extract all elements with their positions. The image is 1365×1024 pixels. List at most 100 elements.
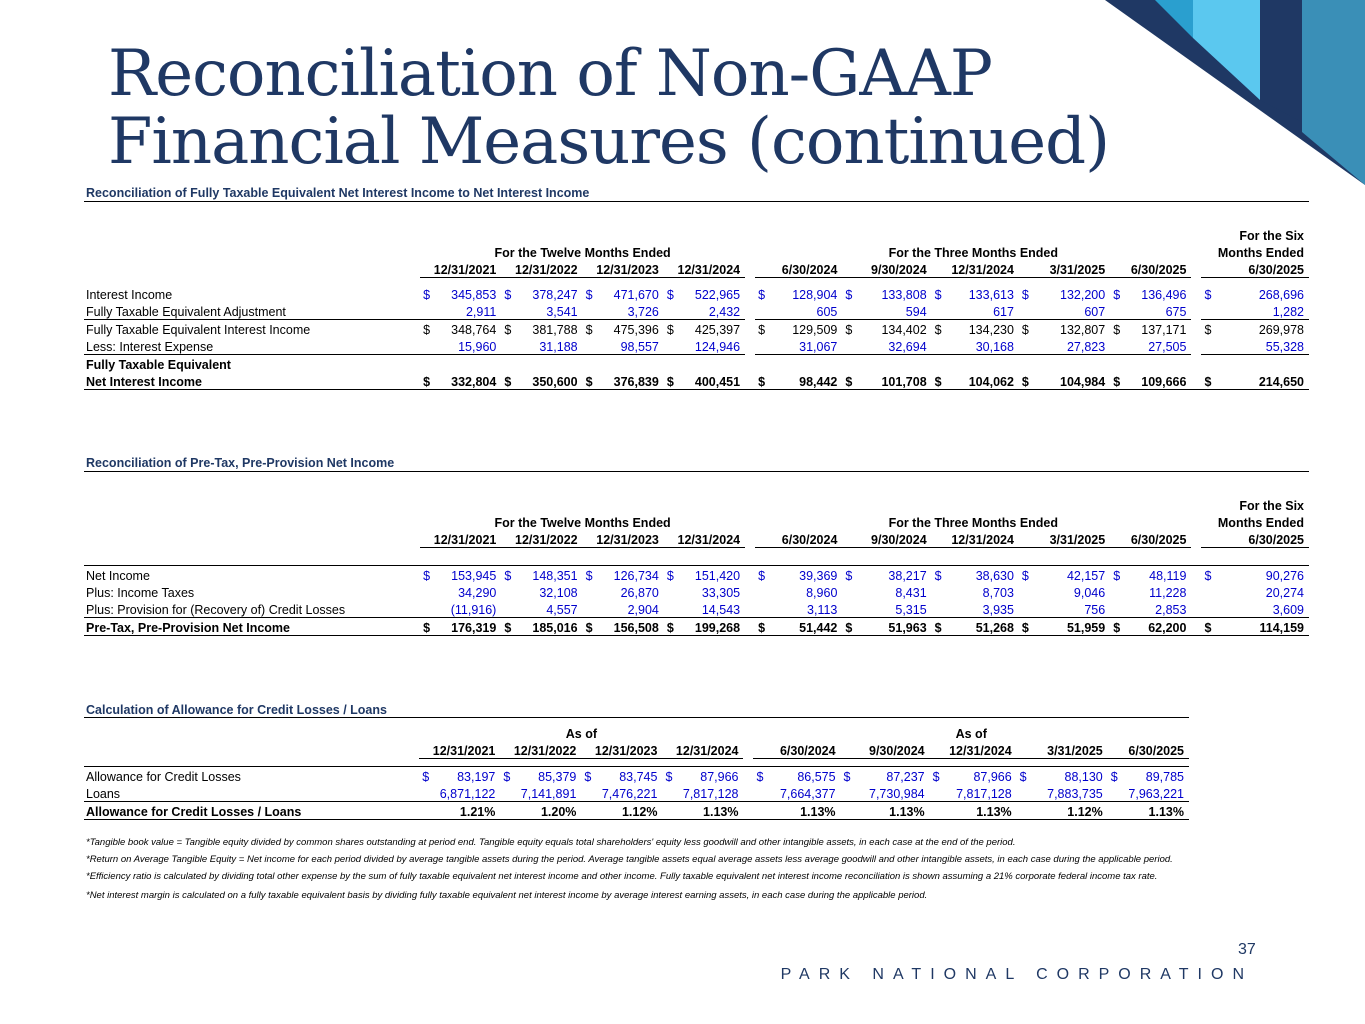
col-date: 12/31/2021	[420, 260, 502, 278]
cell: 38,630	[945, 565, 1019, 583]
cell: 381,788	[532, 323, 578, 337]
cell: 1.13%	[767, 801, 841, 820]
col-date: 6/30/2024	[755, 530, 843, 548]
row-label: Fully Taxable Equivalent	[86, 358, 231, 372]
cell: 1,282	[1215, 302, 1309, 320]
table-row: Fully Taxable Equivalent	[84, 355, 1309, 373]
cell: 48,119	[1124, 565, 1192, 583]
cell: 86,575	[767, 766, 841, 784]
six-months-header-2: Months Ended	[1217, 246, 1304, 260]
col-date: 12/31/2022	[501, 260, 583, 278]
col-date: 12/31/2024	[663, 260, 746, 278]
row-label: Allowance for Credit Losses / Loans	[84, 801, 420, 820]
cell: 137,171	[1141, 323, 1187, 337]
cell: 132,807	[1060, 323, 1106, 337]
cell: 134,230	[968, 323, 1014, 337]
cell: 176,319	[434, 617, 502, 636]
cell: 475,396	[613, 323, 659, 337]
col-date: 12/31/2024	[929, 741, 1017, 759]
cell: 114,159	[1215, 617, 1309, 636]
cell: 2,904	[596, 600, 664, 618]
as-of-header: As of	[955, 727, 987, 741]
cell: 87,966	[943, 766, 1017, 784]
cell: 33,305	[701, 586, 741, 600]
cell: 8,960	[806, 586, 838, 600]
cell: 400,451	[677, 372, 746, 390]
row-label: Plus: Provision for (Recovery of) Credit…	[84, 600, 421, 618]
section-rule	[84, 717, 1189, 718]
col-date: 6/30/2025	[1201, 260, 1309, 278]
col-date: 12/31/2024	[931, 260, 1019, 278]
cell: 153,945	[434, 565, 502, 583]
footnote: *Tangible book value = Tangible equity d…	[86, 837, 1016, 848]
table-row: Net Interest Income $332,804 $350,600 $3…	[84, 372, 1309, 390]
cell: 594	[856, 302, 932, 320]
cell: 199,268	[677, 617, 746, 636]
cell: 1.21%	[433, 801, 501, 820]
col-date: 3/31/2025	[1016, 741, 1108, 759]
cell: 98,442	[769, 372, 843, 390]
footnote: *Net interest margin is calculated on a …	[86, 890, 928, 901]
col-date: 12/31/2023	[582, 530, 664, 548]
cell: 522,965	[694, 288, 741, 302]
cell: 136,496	[1141, 288, 1187, 302]
cell: 4,557	[515, 600, 583, 618]
cell: 7,817,128	[676, 784, 744, 802]
cell: 607	[1032, 302, 1111, 320]
cell: 3,935	[945, 600, 1019, 618]
acl-table: As of As of 12/31/2021 12/31/2022 12/31/…	[84, 724, 1189, 820]
cell: 151,420	[677, 565, 746, 583]
cell: 2,432	[677, 302, 746, 320]
section-title-pppni: Reconciliation of Pre-Tax, Pre-Provision…	[86, 456, 395, 470]
cell: 132,200	[1060, 288, 1106, 302]
col-date: 6/30/2025	[1201, 530, 1309, 548]
cell: 268,696	[1258, 288, 1304, 302]
cell: 88,130	[1030, 766, 1108, 784]
col-date: 12/31/2021	[420, 530, 502, 548]
cell: 156,508	[596, 617, 664, 636]
cell: 51,442	[769, 617, 843, 636]
cell: 128,904	[792, 288, 838, 302]
cell: 30,168	[945, 337, 1019, 355]
cell: 32,108	[539, 586, 578, 600]
cell: 2,853	[1124, 600, 1192, 618]
section-title-acl: Calculation of Allowance for Credit Loss…	[86, 703, 387, 717]
cell: 8,431	[895, 586, 927, 600]
col-date: 6/30/2025	[1107, 741, 1189, 759]
cell: 675	[1124, 302, 1192, 320]
cell: 7,476,221	[595, 784, 663, 802]
col-date: 6/30/2024	[755, 260, 843, 278]
cell: 42,157	[1032, 565, 1111, 583]
cell: 7,883,735	[1030, 784, 1108, 802]
slide-title: Reconciliation of Non-GAAP Financial Mea…	[108, 37, 1110, 176]
twelve-months-header: For the Twelve Months Ended	[494, 246, 671, 260]
title-line-1: Reconciliation of Non-GAAP	[108, 37, 993, 111]
cell: 605	[769, 302, 843, 320]
cell: 27,505	[1124, 337, 1192, 355]
cell: 350,600	[515, 372, 583, 390]
col-date: 12/31/2022	[501, 530, 583, 548]
table-row: Allowance for Credit Losses $83,197 $85,…	[84, 766, 1189, 784]
cell: 345,853	[451, 288, 497, 302]
cell: 98,557	[596, 337, 664, 355]
cell: 51,268	[945, 617, 1019, 636]
cell: 3,726	[596, 302, 664, 320]
cell: 1.13%	[676, 801, 744, 820]
page-number: 37	[1238, 941, 1256, 958]
row-label: Fully Taxable Equivalent Interest Income	[86, 323, 311, 337]
col-date: 12/31/2024	[663, 530, 746, 548]
cell: 7,664,377	[767, 784, 841, 802]
section-rule	[84, 471, 1309, 472]
cell: 7,817,128	[943, 784, 1017, 802]
cell: 1.12%	[595, 801, 663, 820]
cell: 90,276	[1215, 565, 1309, 583]
table-row: Fully Taxable Equivalent Adjustment 2,91…	[84, 302, 1309, 320]
cell: 471,670	[613, 288, 659, 302]
corner-decoration	[1105, 0, 1365, 185]
cell: 31,067	[769, 337, 843, 355]
cell: 134,402	[881, 323, 927, 337]
three-months-header: For the Three Months Ended	[888, 516, 1059, 530]
table-row: Loans 6,871,122 7,141,891 7,476,221 7,81…	[84, 784, 1189, 802]
company-name: PARK NATIONAL CORPORATION	[780, 966, 1253, 983]
footnote: *Efficiency ratio is calculated by divid…	[86, 871, 1158, 882]
